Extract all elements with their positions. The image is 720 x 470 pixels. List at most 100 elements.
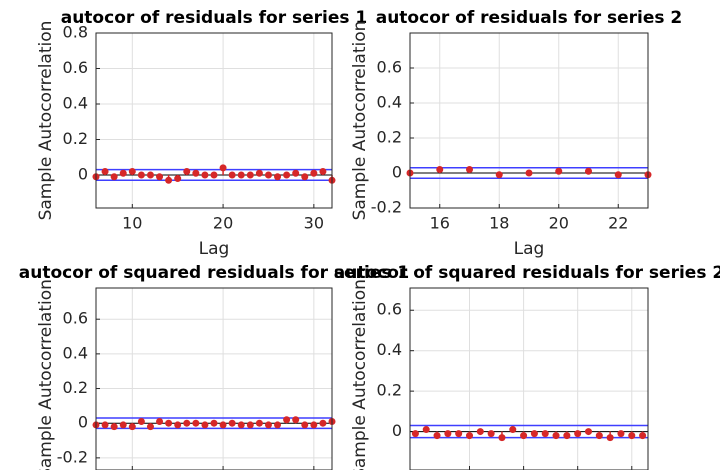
stem-marker — [174, 421, 182, 429]
chart-title: autocor of residuals for series 1 — [61, 8, 368, 28]
x-axis-label: Lag — [514, 239, 545, 259]
stem-marker — [525, 169, 533, 177]
y-tick-label: 0.2 — [63, 129, 88, 148]
stem-marker — [128, 423, 136, 431]
x-tick-label: 30 — [304, 214, 324, 233]
stem-marker — [274, 421, 282, 429]
stem-marker — [165, 176, 173, 184]
x-tick-label: 20 — [549, 214, 569, 233]
stem-marker — [495, 171, 503, 179]
stem-marker — [110, 423, 118, 431]
y-tick-label: -0.2 — [57, 447, 88, 466]
y-tick-label: 0.2 — [63, 378, 88, 397]
axes-background — [410, 33, 648, 208]
stem-marker — [192, 169, 200, 177]
stem-marker — [574, 430, 582, 438]
y-tick-label: 0.4 — [377, 340, 402, 359]
y-axis-label: Sample Autocorrelation — [36, 279, 56, 470]
stem-marker — [101, 421, 109, 429]
stem-marker — [246, 171, 254, 179]
stem-marker — [476, 428, 484, 436]
stem-marker — [433, 432, 441, 440]
stem-marker — [264, 171, 272, 179]
stem-marker — [101, 167, 109, 175]
stem-marker — [301, 173, 309, 181]
chart-title: autocor of residuals for series 2 — [376, 8, 683, 28]
stem-marker — [498, 434, 506, 442]
y-tick-label: 0.6 — [377, 58, 402, 77]
stem-marker — [210, 419, 218, 427]
x-tick-label: 18 — [489, 214, 509, 233]
stem-marker — [246, 421, 254, 429]
stem-marker — [436, 166, 444, 173]
stem-marker — [192, 419, 200, 427]
y-tick-label: 0 — [392, 163, 402, 182]
stem-marker — [466, 432, 473, 440]
y-tick-label: 0.8 — [63, 23, 88, 42]
y-axis-label: Sample Autocorrelation — [350, 21, 370, 221]
stem-marker — [466, 166, 473, 173]
stem-marker — [301, 421, 309, 429]
stem-marker — [128, 167, 136, 175]
stem-marker — [614, 171, 622, 179]
x-tick-label: 22 — [608, 214, 628, 233]
stem-marker — [617, 430, 625, 438]
stem-marker — [219, 164, 227, 172]
y-tick-label: 0.2 — [377, 128, 402, 147]
axes-box — [95, 287, 333, 470]
stem-marker — [174, 175, 182, 183]
stem-marker — [555, 167, 563, 175]
axes-box — [409, 32, 649, 209]
stem-marker — [137, 417, 145, 425]
stem-marker — [255, 169, 263, 177]
stem-marker — [264, 421, 272, 429]
stem-marker — [509, 426, 517, 434]
stem-marker — [237, 421, 245, 429]
stem-marker — [283, 416, 291, 424]
stem-marker — [274, 173, 282, 181]
stem-marker — [552, 432, 560, 440]
stem-marker — [119, 169, 127, 177]
y-tick-label: 0 — [78, 164, 88, 183]
stem-marker — [210, 171, 218, 179]
stem-marker — [487, 430, 495, 438]
stem-marker — [292, 169, 300, 177]
stem-marker — [201, 171, 209, 179]
stem-marker — [165, 419, 173, 427]
stem-marker — [110, 173, 118, 181]
stem-marker — [310, 421, 318, 429]
stem-marker — [411, 430, 419, 438]
y-tick-label: 0.4 — [377, 93, 402, 112]
stem-marker — [585, 167, 592, 175]
stem-marker — [183, 167, 191, 175]
y-tick-label: 0 — [78, 413, 88, 432]
chart-title: autocor of squared residuals for series … — [19, 263, 409, 283]
axes-background — [96, 33, 332, 208]
stem-marker — [255, 419, 263, 427]
y-tick-label: 0.4 — [63, 93, 88, 112]
y-tick-label: 0.6 — [377, 300, 402, 319]
stem-marker — [444, 430, 452, 438]
stem-marker — [628, 432, 636, 440]
x-tick-label: 10 — [122, 214, 142, 233]
axes-background — [410, 288, 648, 470]
stem-marker — [119, 421, 127, 429]
stem-marker — [156, 173, 164, 181]
y-tick-label: 0.6 — [63, 58, 88, 77]
y-axis-label: Sample Autocorrelation — [36, 21, 56, 221]
stem-marker — [201, 421, 209, 429]
stem-marker — [146, 423, 154, 431]
stem-marker — [606, 434, 614, 442]
stem-marker — [156, 417, 164, 425]
stem-marker — [219, 421, 227, 429]
stem-marker — [228, 419, 236, 427]
stem-marker — [530, 430, 538, 438]
axes-box — [409, 287, 649, 470]
stem-marker — [146, 171, 154, 179]
stem-marker — [455, 430, 463, 438]
stem-marker — [283, 171, 291, 179]
stem-marker — [595, 432, 603, 440]
x-axis-label: Lag — [199, 239, 230, 259]
